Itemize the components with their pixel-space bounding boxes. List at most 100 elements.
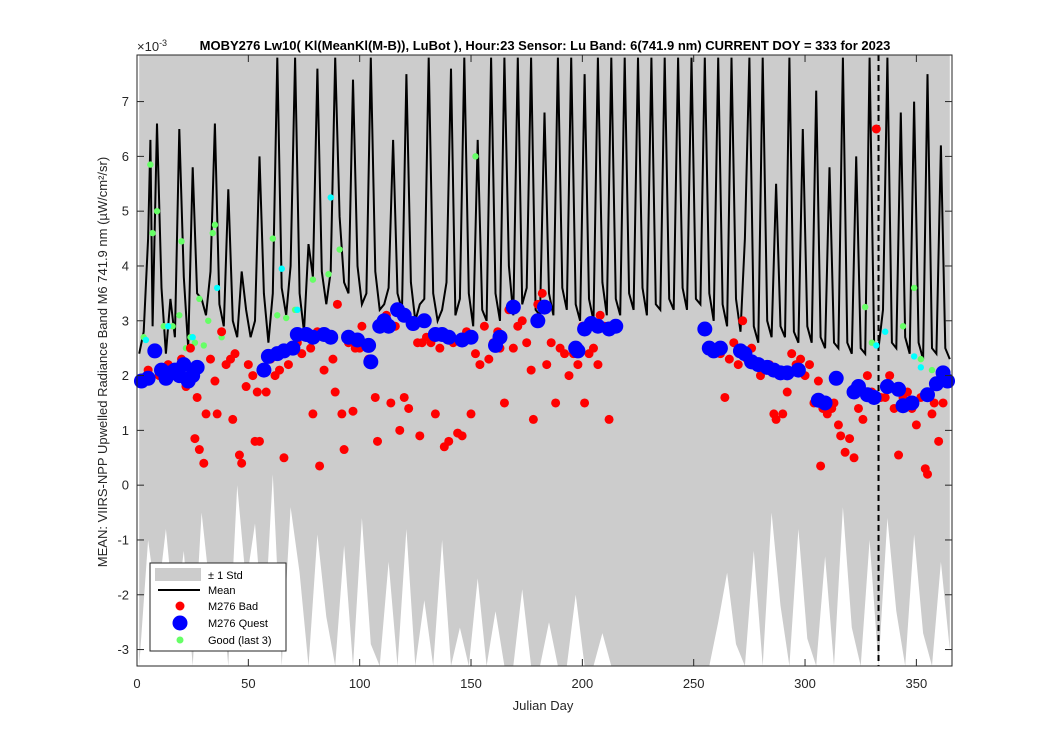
- quest-point: [463, 329, 479, 345]
- quest-point: [189, 359, 205, 375]
- y-tick-label: 2: [122, 368, 129, 383]
- y-exponent-base: ×10: [137, 39, 159, 54]
- good-point: [274, 312, 281, 319]
- y-axis-label: MEAN: VIIRS-NPP Upwelled Radiance Band M…: [95, 157, 110, 567]
- quest-points-layer: [133, 299, 956, 414]
- good-point: [899, 323, 907, 330]
- quest-point: [361, 337, 377, 353]
- legend-mean-label: Mean: [208, 585, 236, 597]
- good-point: [196, 295, 203, 303]
- bad-point: [210, 376, 220, 386]
- y-tick-label: 5: [122, 204, 129, 219]
- bad-point: [192, 392, 202, 402]
- x-tick-label: 300: [794, 676, 816, 691]
- bad-point: [595, 310, 605, 320]
- y-tick-label: 0: [122, 478, 129, 493]
- bad-point: [787, 349, 797, 359]
- bad-point: [833, 420, 843, 430]
- good-point: [472, 153, 479, 160]
- bad-point: [275, 365, 285, 375]
- quest-point: [940, 373, 956, 389]
- bad-point: [517, 316, 527, 326]
- quest-point: [323, 329, 339, 345]
- bad-point: [813, 376, 823, 386]
- bad-point: [261, 387, 271, 397]
- bad-point: [738, 316, 748, 326]
- bad-point: [778, 409, 788, 419]
- bad-point: [771, 414, 781, 424]
- quest-point: [140, 370, 156, 386]
- bad-point: [237, 458, 247, 468]
- x-tick-label: 100: [349, 676, 371, 691]
- bad-point: [546, 338, 556, 348]
- x-tick-label: 250: [683, 676, 705, 691]
- legend-std-label: ± 1 Std: [208, 570, 243, 582]
- quest-point: [712, 340, 728, 356]
- x-tick-label: 50: [241, 676, 255, 691]
- good-point: [294, 306, 301, 314]
- quest-point: [697, 321, 713, 337]
- bad-point: [724, 354, 734, 364]
- legend: ± 1 Std Mean M276 Bad M276 Quest Good (l…: [149, 562, 287, 652]
- bad-point: [537, 288, 547, 298]
- quest-point: [505, 299, 521, 315]
- legend-quest-label: M276 Quest: [208, 618, 268, 630]
- good-point: [178, 238, 185, 245]
- y-tick-label: -2: [117, 587, 129, 602]
- good-point: [881, 328, 889, 335]
- bad-point: [604, 414, 614, 424]
- bad-point: [234, 450, 244, 460]
- bad-point: [430, 409, 440, 419]
- bad-point: [308, 409, 318, 419]
- good-point: [282, 314, 290, 322]
- bad-point: [199, 458, 209, 468]
- bad-point: [332, 299, 342, 309]
- bad-point: [395, 425, 405, 435]
- good-point: [211, 221, 219, 229]
- good-point: [160, 323, 167, 330]
- quest-point: [817, 395, 833, 411]
- bad-point: [243, 360, 253, 370]
- bad-point: [580, 398, 590, 408]
- quest-point: [349, 332, 365, 348]
- bad-point: [836, 431, 846, 441]
- bad-point: [804, 360, 814, 370]
- quest-point: [381, 318, 397, 334]
- good-points-layer: [140, 153, 936, 374]
- good-point: [189, 334, 196, 341]
- bad-point: [372, 436, 382, 446]
- bad-point: [201, 409, 211, 419]
- bad-point: [862, 371, 872, 381]
- good-point: [164, 323, 172, 330]
- x-tick-label: 150: [460, 676, 482, 691]
- bad-point: [328, 354, 338, 364]
- bad-point: [923, 469, 933, 479]
- std-band: [139, 55, 950, 666]
- legend-quest-swatch: [172, 615, 188, 631]
- good-point: [149, 229, 156, 237]
- y-tick-label: -1: [117, 532, 129, 547]
- bad-point: [370, 392, 380, 402]
- bad-point: [796, 354, 806, 364]
- std-band-layer: [139, 55, 950, 666]
- y-tick-label: 4: [122, 258, 129, 273]
- quest-point: [920, 387, 936, 403]
- bad-point: [475, 360, 485, 370]
- bad-point: [435, 343, 445, 353]
- bad-point: [217, 327, 227, 337]
- good-point: [917, 364, 925, 371]
- bad-point: [337, 409, 347, 419]
- quest-point: [285, 340, 301, 356]
- good-point: [176, 312, 183, 319]
- y-tick-label: 6: [122, 149, 129, 164]
- bad-point: [205, 354, 215, 364]
- bad-point: [564, 371, 574, 381]
- good-point: [910, 353, 918, 360]
- y-tick-label: -3: [117, 642, 129, 657]
- bad-point: [885, 371, 895, 381]
- bad-point: [573, 360, 583, 370]
- bad-point: [319, 365, 329, 375]
- good-point: [910, 284, 918, 292]
- bad-point: [415, 431, 425, 441]
- quest-point: [256, 362, 272, 378]
